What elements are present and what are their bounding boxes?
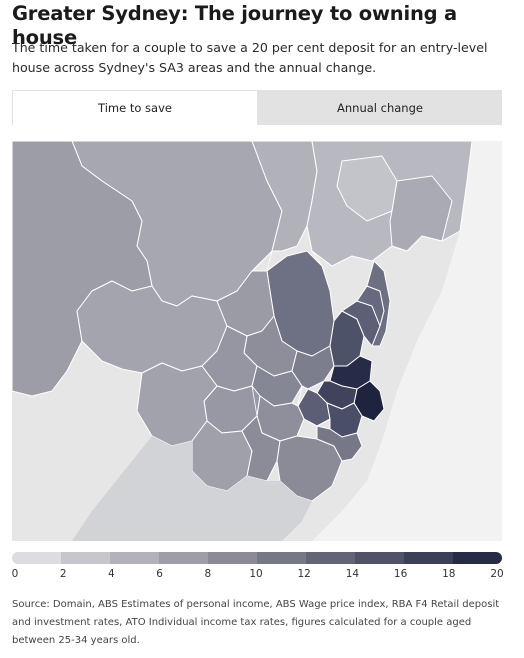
map-region[interactable] [276,435,343,502]
map-region[interactable] [336,155,398,222]
legend-tick-label: 20 [490,568,504,580]
legend-swatch [257,552,306,564]
page-subtitle: The time taken for a couple to save a 20… [12,40,488,75]
legend-swatch [208,552,257,564]
legend-tick-label: 16 [393,568,408,580]
legend-swatch [453,552,502,564]
legend-swatch [110,552,159,564]
legend-swatch [159,552,208,564]
legend-tick-label: 10 [249,568,263,580]
legend-tick-label: 0 [11,568,19,580]
legend-tick-label: 18 [442,568,456,580]
map-region[interactable] [389,175,453,252]
tab-annual-change[interactable]: Annual change [337,100,423,115]
map-region [72,436,312,541]
legend-tick-label: 8 [204,568,212,580]
source-note: Source: Domain, ABS Estimates of persona… [12,599,500,646]
legend-ticks: 0 2 4 6 8 10 12 14 16 18 20 [0,568,524,584]
tab-bar: Time to save Annual change [12,90,502,125]
legend-tick-label: 6 [156,568,163,580]
page-title: Greater Sydney: The journey to owning a … [12,2,457,49]
ocean-region [312,141,502,541]
map-region[interactable] [316,425,363,462]
tab-time-to-save[interactable]: Time to save [12,90,258,125]
legend-tick-label: 14 [345,568,360,580]
legend-swatch [61,552,110,564]
choropleth-map[interactable] [12,141,502,541]
legend-color-scale [12,552,502,564]
map-svg [12,141,502,541]
map-region[interactable] [366,260,391,347]
legend-tick-label: 12 [297,568,311,580]
legend-swatch [404,552,453,564]
legend-swatch [12,552,61,564]
map-region[interactable] [136,362,218,447]
legend-tick-label: 4 [108,568,115,580]
legend-tick-label: 2 [59,568,67,580]
legend-swatch [355,552,404,564]
legend-swatch [306,552,355,564]
